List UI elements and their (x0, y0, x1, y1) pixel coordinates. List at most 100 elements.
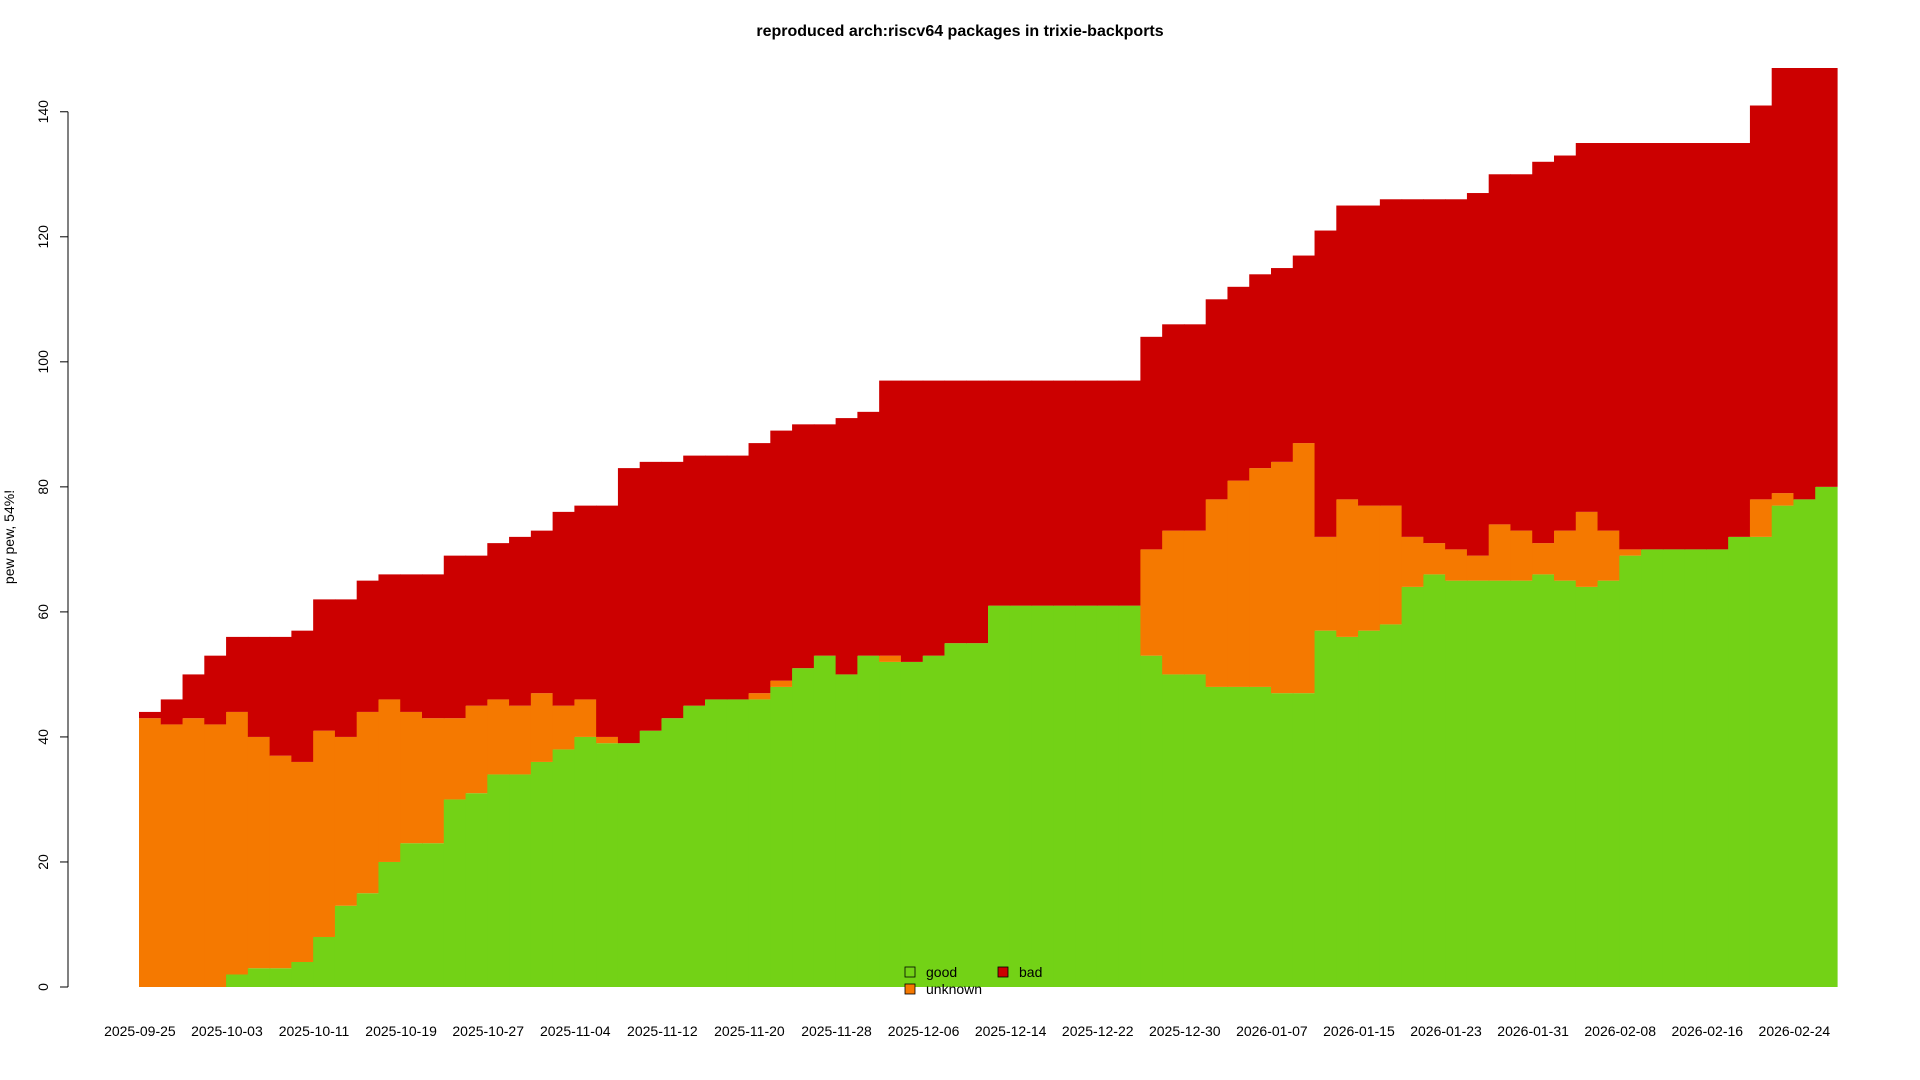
bar-segment (1358, 205, 1381, 506)
bar-segment (1140, 336, 1163, 550)
bar-segment (813, 655, 837, 987)
bar-segment (313, 730, 336, 937)
bar-segment (1749, 536, 1773, 987)
bar-segment (465, 555, 488, 706)
bar-segment (334, 736, 358, 906)
bar-segment (1401, 536, 1424, 587)
bar-segment (1575, 511, 1599, 587)
bar-segment (465, 793, 488, 987)
bar-segment (269, 968, 292, 987)
bar-segment (204, 724, 227, 987)
x-tick-label: 2026-01-07 (1236, 1023, 1308, 1039)
bar-segment (1466, 193, 1490, 556)
bar-segment (422, 843, 445, 987)
x-tick-label: 2026-02-16 (1671, 1023, 1743, 1039)
bar-segment (204, 655, 227, 725)
bar-segment (813, 424, 837, 656)
chart-title: reproduced arch:riscv64 packages in trix… (756, 23, 1163, 40)
bar-segment (1358, 505, 1381, 631)
bar-segment (1684, 549, 1707, 987)
bar-segment (1162, 530, 1185, 675)
bar-segment (1249, 468, 1272, 687)
bar-segment (1684, 143, 1707, 550)
bar-segment (1597, 143, 1620, 531)
bar-segment (1336, 205, 1359, 500)
bar-segment (639, 730, 663, 987)
bar-segment (226, 974, 249, 987)
bar-segment (1510, 174, 1533, 531)
y-tick-label: 140 (35, 100, 51, 124)
legend-swatch (904, 966, 916, 978)
bar-segment (530, 761, 554, 987)
bar-segment (226, 711, 249, 975)
x-tick-label: 2026-01-15 (1323, 1023, 1395, 1039)
bar-segment (879, 655, 902, 662)
bar-segment (1031, 605, 1054, 987)
bar-segment (1488, 580, 1512, 987)
bar-segment (1075, 605, 1098, 987)
bar-segment (1423, 543, 1446, 575)
bar-segment (1597, 530, 1620, 581)
bar-segment (1140, 549, 1163, 656)
bar-segment (1096, 380, 1120, 606)
bar-segment (770, 680, 793, 687)
bar-segment (1379, 199, 1403, 506)
bar-segment (966, 380, 989, 644)
x-tick-label: 2025-12-14 (975, 1023, 1047, 1039)
bar-segment (617, 743, 641, 987)
bar-segment (552, 705, 575, 750)
bar-segment (1445, 549, 1468, 581)
bar-segment (291, 961, 314, 987)
bar-segment (334, 599, 358, 737)
bar-segment (1771, 493, 1795, 506)
bar-segment (378, 699, 401, 862)
bar-segment (1162, 324, 1185, 531)
x-tick-label: 2025-12-06 (888, 1023, 960, 1039)
bar-segment (792, 668, 815, 987)
bar-segment (835, 418, 858, 675)
bar-segment (1336, 636, 1359, 987)
bar-segment (160, 724, 184, 987)
x-tick-label: 2025-12-30 (1149, 1023, 1221, 1039)
bar-segment (269, 755, 292, 969)
bar-segment (726, 455, 750, 700)
bar-segment (1358, 630, 1381, 987)
bar-segment (509, 705, 532, 775)
y-tick-label: 0 (35, 983, 51, 991)
bar-segment (1183, 530, 1207, 675)
bar-segment (1793, 68, 1816, 500)
bar-segment (1488, 174, 1512, 525)
legend-label: bad (1019, 964, 1042, 980)
bar-segment (1205, 686, 1229, 987)
bar-segment (247, 736, 271, 969)
bar-segment (1227, 480, 1250, 687)
bar-segment (1466, 580, 1490, 987)
bar-segment (1815, 68, 1838, 487)
y-tick-label: 40 (35, 729, 51, 745)
bar-segment (422, 718, 445, 844)
bar-segment (356, 893, 380, 987)
x-tick-label: 2025-10-27 (452, 1023, 524, 1039)
bar-segment (1271, 268, 1294, 462)
bar-segment (1227, 286, 1250, 481)
bar-segment (1140, 655, 1163, 987)
bar-segment (1445, 199, 1468, 550)
x-tick-label: 2025-10-11 (279, 1023, 350, 1039)
bar-segment (879, 380, 902, 656)
bar-segment (770, 430, 793, 681)
bar-segment (1575, 586, 1599, 987)
bar-segment (356, 580, 380, 712)
bar-segment (944, 380, 967, 644)
bar-segment (1423, 574, 1446, 987)
x-tick-label: 2025-11-12 (627, 1023, 698, 1039)
bar-segment (792, 424, 815, 669)
bar-segment (1183, 674, 1207, 987)
bar-segment (1445, 580, 1468, 987)
x-tick-label: 2026-01-31 (1497, 1023, 1569, 1039)
x-tick-label: 2026-02-08 (1584, 1023, 1656, 1039)
bar-segment (1227, 686, 1250, 987)
bar-segment (552, 511, 575, 706)
bar-segment (160, 699, 184, 725)
bar-segment (182, 718, 205, 987)
